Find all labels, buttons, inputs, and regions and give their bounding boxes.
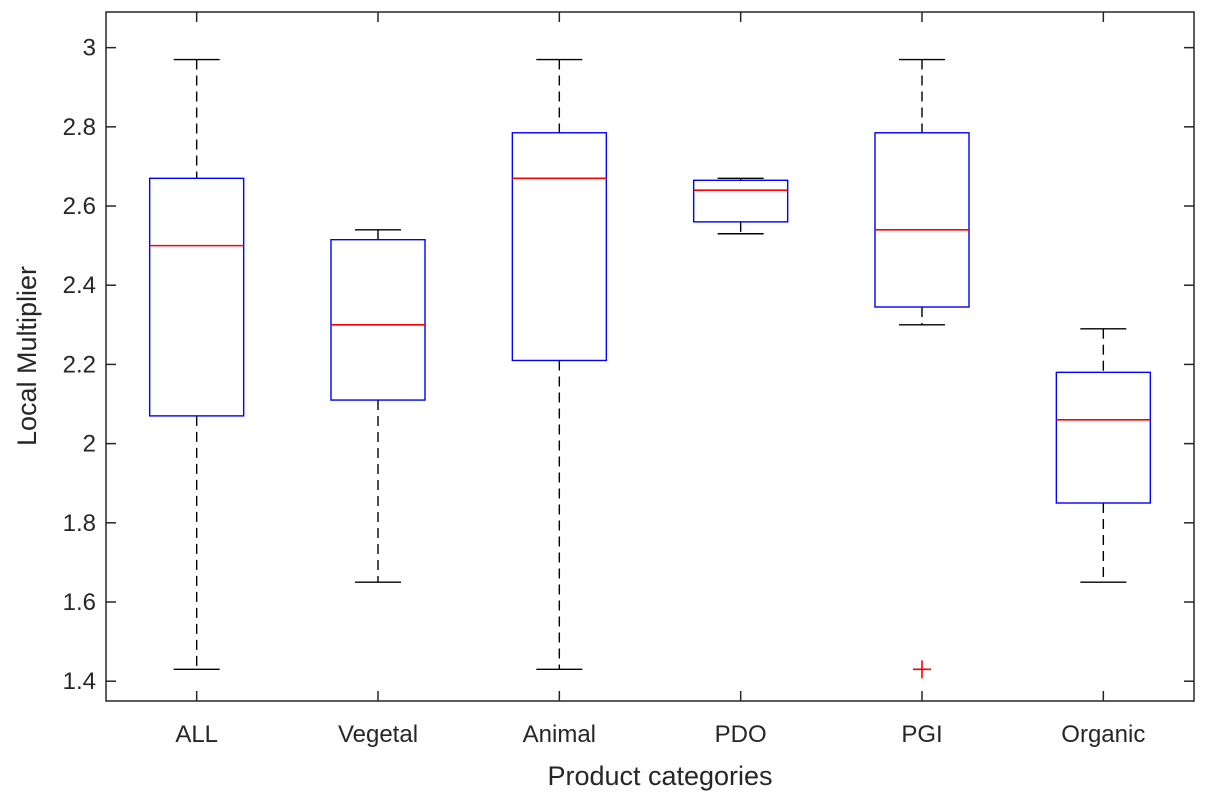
x-axis-title: Product categories [547, 761, 772, 791]
iqr-box [874, 132, 970, 308]
outlier-marker [913, 660, 931, 679]
y-tick-label: 2 [83, 431, 96, 458]
iqr-box [148, 177, 245, 417]
x-tick-label-all: ALL [175, 721, 218, 748]
y-axis-title: Local Multiplier [12, 266, 42, 446]
box-group-organic [1055, 328, 1152, 583]
plot-marks [148, 58, 1152, 679]
iqr-box [1055, 371, 1152, 504]
box-group-all [148, 58, 245, 671]
box-group-vegetal [330, 229, 426, 583]
x-tick-label-organic: Organic [1061, 721, 1145, 748]
x-tick-label-vegetal: Vegetal [338, 721, 418, 748]
iqr-box [511, 132, 608, 362]
x-tick-label-animal: Animal [523, 721, 596, 748]
x-axis-ticks: ALL Vegetal Animal PDO PGI Organic [175, 12, 1145, 748]
box-group-pdo [692, 177, 789, 235]
y-axis-ticks: 1.4 1.6 1.8 2 2.2 2.4 2.6 2.8 3 [63, 35, 1194, 695]
iqr-box [692, 179, 789, 223]
x-tick-label-pgi: PGI [901, 721, 942, 748]
y-tick-label: 2.2 [63, 351, 96, 378]
y-tick-label: 2.8 [63, 114, 96, 141]
y-tick-label: 2.4 [63, 272, 96, 299]
plot-frame [105, 11, 1195, 702]
iqr-box [330, 238, 426, 401]
y-tick-label: 1.4 [63, 668, 96, 695]
box-group-animal [511, 58, 608, 671]
y-tick-label: 3 [83, 35, 96, 62]
y-tick-label: 2.6 [63, 193, 96, 220]
x-tick-label-pdo: PDO [715, 721, 767, 748]
y-tick-label: 1.8 [63, 510, 96, 537]
box-group-pgi [874, 58, 970, 679]
y-tick-label: 1.6 [63, 589, 96, 616]
